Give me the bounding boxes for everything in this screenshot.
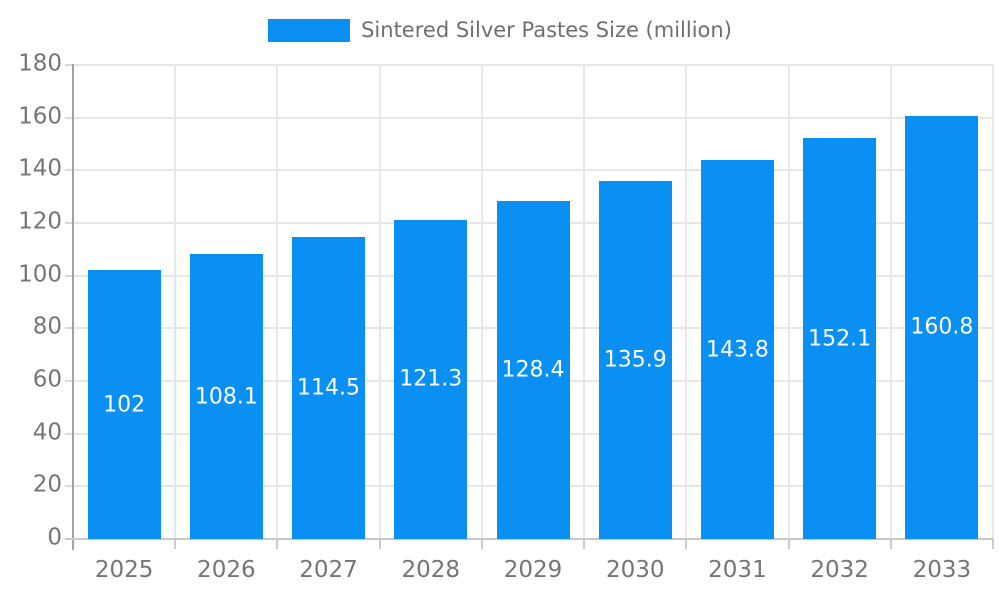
- bar-value-label: 160.8: [910, 314, 974, 340]
- bar-2032[interactable]: [803, 138, 877, 539]
- legend[interactable]: Sintered Silver Pastes Size (million): [0, 18, 1000, 42]
- x-axis-tick-label: 2027: [299, 557, 358, 583]
- gridline-v: [889, 65, 892, 539]
- gridline-h: [73, 64, 993, 66]
- bar-value-label: 135.9: [603, 347, 667, 373]
- y-axis-tick-label: 100: [18, 261, 62, 288]
- gridline-v: [992, 65, 994, 539]
- bar-2026[interactable]: [189, 254, 263, 539]
- y-axis-tick: [65, 274, 73, 277]
- x-axis-line: [65, 538, 993, 540]
- y-axis-line: [72, 64, 74, 550]
- bar-2030[interactable]: [598, 181, 672, 539]
- y-axis-tick: [65, 485, 73, 488]
- bar-value-label: 102: [103, 392, 146, 418]
- y-axis-tick-label: 20: [32, 471, 62, 498]
- gridline-v: [378, 65, 381, 539]
- y-axis-tick: [65, 432, 73, 435]
- x-axis-tick: [378, 539, 381, 549]
- y-axis-tick-label: 40: [32, 419, 62, 446]
- y-axis-tick: [65, 380, 73, 382]
- x-axis-tick-label: 2031: [708, 557, 767, 583]
- bar-value-label: 152.1: [808, 326, 872, 352]
- legend-swatch-icon: [268, 18, 351, 42]
- legend-label: Sintered Silver Pastes Size (million): [361, 18, 732, 42]
- y-axis-tick-label: 140: [18, 155, 62, 182]
- y-axis-tick: [65, 222, 73, 224]
- bar-2027[interactable]: [292, 237, 366, 539]
- y-axis-tick: [65, 169, 73, 172]
- bar-value-label: 128.4: [501, 357, 565, 383]
- gridline-v: [685, 65, 688, 539]
- x-axis-tick: [174, 539, 177, 549]
- gridline-v: [583, 65, 586, 539]
- bar-2031[interactable]: [700, 160, 774, 539]
- y-axis-tick-label: 60: [32, 366, 62, 393]
- y-axis-tick: [65, 64, 73, 66]
- gridline-v: [174, 65, 177, 539]
- x-axis-tick: [992, 539, 994, 549]
- x-axis-tick-label: 2029: [503, 557, 563, 583]
- x-axis-tick-label: 2026: [197, 557, 256, 583]
- y-axis-tick-label: 80: [32, 313, 62, 340]
- bar-value-label: 143.8: [705, 337, 769, 363]
- x-axis-tick: [685, 539, 688, 549]
- gridline-h: [73, 169, 993, 172]
- y-axis-tick-label: 160: [18, 103, 62, 130]
- x-axis-tick: [889, 539, 892, 549]
- x-axis-tick-label: 2033: [912, 557, 972, 583]
- bar-value-label: 121.3: [399, 366, 463, 392]
- x-axis-tick: [787, 539, 790, 549]
- bar-value-label: 114.5: [297, 375, 361, 401]
- gridline-v: [276, 65, 279, 539]
- bar-2028[interactable]: [394, 219, 468, 539]
- x-axis-tick: [583, 539, 586, 549]
- y-axis-tick: [65, 327, 73, 330]
- y-axis-tick-label: 120: [18, 208, 62, 235]
- gridline-v: [480, 65, 483, 539]
- x-axis-tick-label: 2025: [94, 557, 154, 583]
- y-axis-tick-label: 0: [47, 524, 62, 551]
- y-axis-tick: [65, 116, 73, 119]
- y-axis-tick-label: 180: [18, 50, 62, 77]
- x-axis-tick-label: 2030: [605, 557, 665, 583]
- plot-area: 0 20 40 60 80 100 120 140 160 180 102 2025 108.1 2026…: [18, 52, 994, 583]
- bar-value-label: 108.1: [194, 384, 258, 410]
- x-axis-tick: [276, 539, 279, 549]
- gridline-h: [73, 116, 993, 119]
- x-axis-tick: [480, 539, 483, 549]
- x-axis-tick-label: 2032: [810, 557, 869, 583]
- bar-2033[interactable]: [905, 115, 979, 539]
- bar-2029[interactable]: [496, 200, 570, 539]
- gridline-v: [787, 65, 790, 539]
- x-axis-tick-label: 2028: [401, 557, 461, 583]
- bar-2025[interactable]: [87, 270, 161, 539]
